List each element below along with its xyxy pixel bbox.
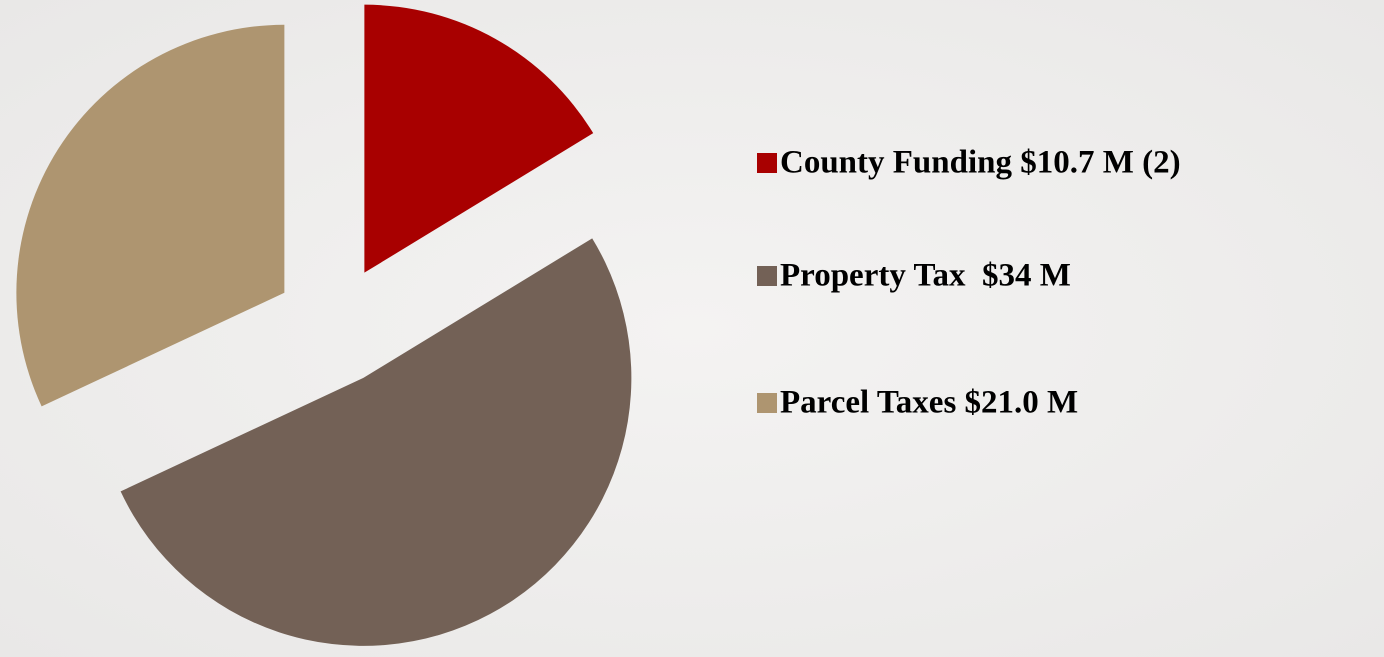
pie-slice — [364, 4, 594, 273]
legend-label: Parcel Taxes $21.0 M — [780, 385, 1078, 421]
pie-slice — [16, 24, 285, 407]
legend-swatch — [757, 266, 777, 286]
pie-slice — [120, 238, 632, 646]
legend-swatch — [757, 393, 777, 413]
legend-swatch — [757, 153, 777, 173]
legend-label: Property Tax $34 M — [780, 258, 1071, 294]
legend-label: County Funding $10.7 M (2) — [780, 145, 1181, 181]
